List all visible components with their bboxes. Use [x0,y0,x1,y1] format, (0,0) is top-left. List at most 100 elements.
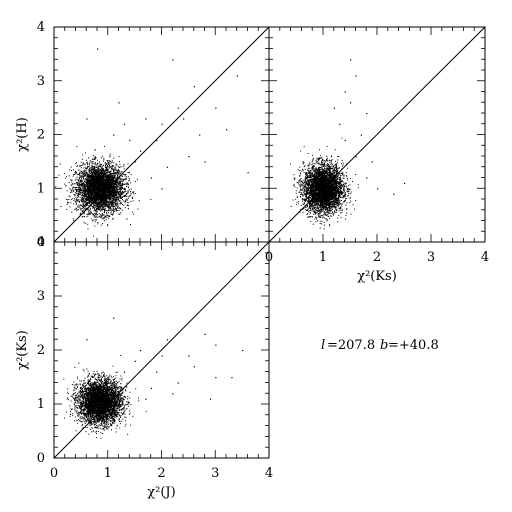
outlier-point [344,139,346,142]
outlier-point [371,161,373,163]
outlier-point [333,107,335,109]
reference-line-y-equals-x [53,26,270,243]
annotation-l-value: =207.8 [327,338,375,353]
outlier-point [193,366,195,368]
x-tick-label: 1 [319,250,327,265]
outlier-point [166,339,169,341]
annotation-b-symbol: b [380,338,388,353]
outlier-point [177,107,179,109]
outlier-point [404,182,406,185]
annotation-l-symbol: l [321,338,325,353]
outlier-point [188,156,190,158]
outlier-point [134,360,136,362]
x-tick-label: 2 [157,466,165,481]
outlier-point [344,91,346,93]
outlier-point [355,156,357,158]
outlier-point [156,371,158,373]
y-tick-label: 3 [37,74,45,89]
outlier-point [215,344,217,346]
outlier-point [113,317,115,319]
outlier-point [123,371,126,373]
y-tick-label: 1 [37,397,45,412]
outlier-point [366,113,368,115]
outlier-point [199,134,201,136]
outlier-point [113,134,115,136]
x-tick-label: 1 [104,466,112,481]
scatter-points [55,48,249,237]
x-tick-label: 4 [481,250,489,265]
outlier-point [339,123,341,125]
outlier-point [350,102,352,104]
scatter-points [63,317,244,439]
outlier-point [134,161,136,163]
outlier-point [161,123,163,125]
x-tick-label: 4 [265,466,273,481]
y-tick-label: 2 [37,128,45,143]
outlier-point [183,118,185,120]
panel-h-vs-j: 0 1 2 3 4 χ²(H) [15,20,270,250]
outlier-point [150,387,152,389]
y-tick-label: 0 [37,451,45,466]
y-axis-label: χ²(Ks) [15,330,30,370]
x-tick-label: 2 [373,250,381,265]
outlier-point [231,377,233,379]
reference-line-y-equals-x [53,241,270,459]
outlier-point [209,398,212,400]
outlier-point [161,355,163,357]
panel-h-vs-ks: 0 1 2 3 4χ²(Ks) [265,26,489,284]
y-tick-label: 1 [37,181,45,196]
outlier-point [86,339,88,341]
point-cloud [63,355,147,439]
outlier-point [97,48,99,50]
outlier-point [236,75,238,77]
outlier-point [145,118,147,120]
y-axis-label: χ²(H) [15,117,30,152]
outlier-point [215,377,217,379]
outlier-point [226,129,228,131]
outlier-point [118,102,120,104]
y-tick-label: 3 [37,289,45,304]
outlier-point [188,355,190,357]
x-tick-label: 3 [211,466,219,481]
outlier-point [177,382,179,384]
outlier-point [123,123,126,125]
outlier-point [156,139,158,142]
outlier-point [172,59,174,61]
outlier-point [140,150,142,152]
outlier-point [145,398,147,400]
x-axis-label: χ²(J) [147,485,175,500]
outlier-point [366,177,368,179]
y-tick-label: 0 [37,235,45,250]
y-tick-label: 2 [37,343,45,358]
outlier-point [172,393,174,395]
outlier-point [161,188,163,190]
y-tick-label: 4 [37,20,45,35]
outlier-point [204,333,206,335]
annotation-b-value: =+40.8 [388,338,439,353]
outlier-point [150,177,152,179]
outlier-point [129,139,131,142]
outlier-point [247,172,249,174]
x-tick-label: 3 [427,250,435,265]
outlier-point [204,161,206,163]
outlier-point [393,193,395,195]
reference-line-y-equals-x [268,26,486,243]
scatter-points [290,59,406,230]
outlier-point [215,107,217,109]
outlier-point [360,134,362,136]
x-tick-label: 0 [50,466,58,481]
y-tick-label: 4 [37,235,45,250]
outlier-point [355,75,357,77]
point-cloud [290,137,359,230]
outlier-point [166,166,169,168]
outlier-point [377,188,379,190]
x-axis-label: χ²(Ks) [357,269,397,284]
outlier-point [242,350,244,352]
outlier-point [140,350,142,352]
outlier-point [193,86,195,88]
outlier-point [350,59,352,61]
outlier-point [86,118,88,120]
point-cloud [55,145,152,237]
